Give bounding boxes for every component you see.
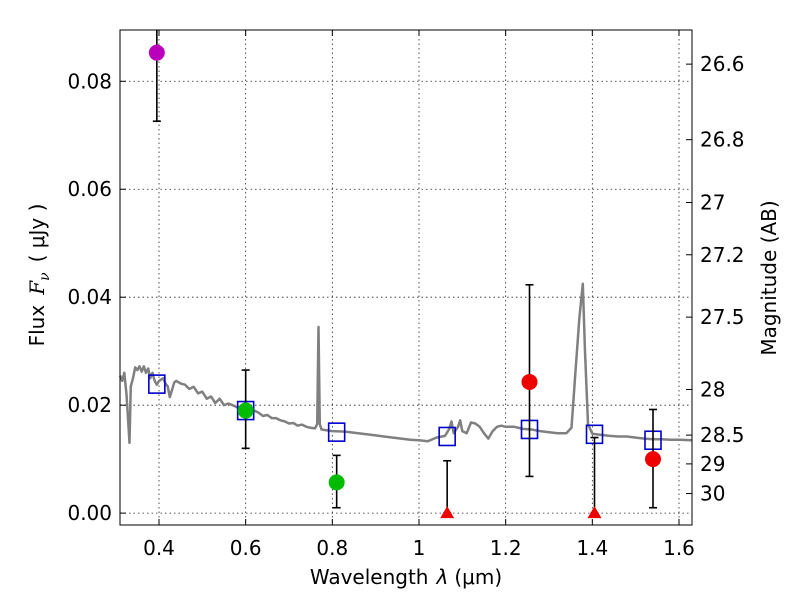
y-tick-label: 0.00 bbox=[67, 501, 112, 525]
grid-lines bbox=[120, 30, 692, 525]
x-axis-label-main: Wavelength bbox=[310, 565, 429, 589]
y2-tick-label: 27 bbox=[700, 190, 725, 214]
y2-tick-label: 30 bbox=[700, 482, 725, 506]
x-tick-label: 0.6 bbox=[230, 536, 262, 560]
y2-axis-label: Magnitude (AB) bbox=[757, 200, 781, 355]
x-tick-label: 1.2 bbox=[490, 536, 522, 560]
observed-flux-point bbox=[328, 474, 345, 491]
x-axis-label-symbol: λ bbox=[436, 565, 449, 589]
model-band-square bbox=[327, 422, 346, 442]
x-axis-label-units: (μm) bbox=[454, 565, 502, 589]
upper-limit-triangle bbox=[587, 506, 602, 519]
y-axis-label-symbol: F bbox=[25, 280, 49, 296]
observed-flux-point bbox=[237, 402, 254, 419]
y-axis-label-subscript: ν bbox=[37, 272, 53, 281]
observed-flux-point bbox=[645, 451, 661, 468]
y-tick-label: 0.06 bbox=[67, 177, 112, 201]
y2-tick-label: 27.5 bbox=[700, 305, 745, 329]
observation-layer bbox=[148, 30, 661, 519]
y2-tick-label: 28.5 bbox=[700, 423, 745, 447]
y-axis-label-flux: Flux bbox=[25, 305, 49, 347]
x-tick-label: 0.8 bbox=[316, 536, 348, 560]
y-axis-label: Flux Fν ( μJy ) bbox=[25, 204, 53, 347]
y2-tick-label: 27.2 bbox=[700, 243, 745, 267]
x-tick-label: 1.4 bbox=[576, 536, 608, 560]
model-sed-line bbox=[118, 282, 693, 445]
x-tick-label: 1.6 bbox=[663, 536, 695, 560]
upper-limit-triangle bbox=[440, 506, 455, 519]
observed-flux-point bbox=[521, 373, 538, 390]
observed-flux-point bbox=[148, 44, 165, 61]
y-tick-label: 0.04 bbox=[67, 285, 112, 309]
model-sed-layer bbox=[118, 282, 693, 445]
y2-tick-label: 26.8 bbox=[700, 128, 745, 152]
x-axis-label: Wavelength λ (μm) bbox=[310, 565, 502, 589]
y-tick-label: 0.02 bbox=[67, 393, 112, 417]
plot-frame bbox=[119, 29, 693, 526]
y-axis-label-units: ( μJy ) bbox=[25, 204, 49, 263]
y2-tick-label: 26.6 bbox=[700, 52, 745, 76]
x-tick-label: 0.4 bbox=[143, 536, 175, 560]
y2-tick-label: 28 bbox=[700, 377, 725, 401]
model-band-square bbox=[148, 374, 166, 394]
y2-tick-label: 29 bbox=[700, 452, 725, 476]
x-tick-label: 1 bbox=[413, 536, 426, 560]
model-band-square bbox=[438, 426, 456, 447]
y-tick-label: 0.08 bbox=[67, 69, 112, 93]
axis-ticks: 0.4 0.6 0.8 1 1.2 1.4 1.6 0.00 0.02 0.04 0.06 0.08 2… bbox=[67, 30, 745, 560]
